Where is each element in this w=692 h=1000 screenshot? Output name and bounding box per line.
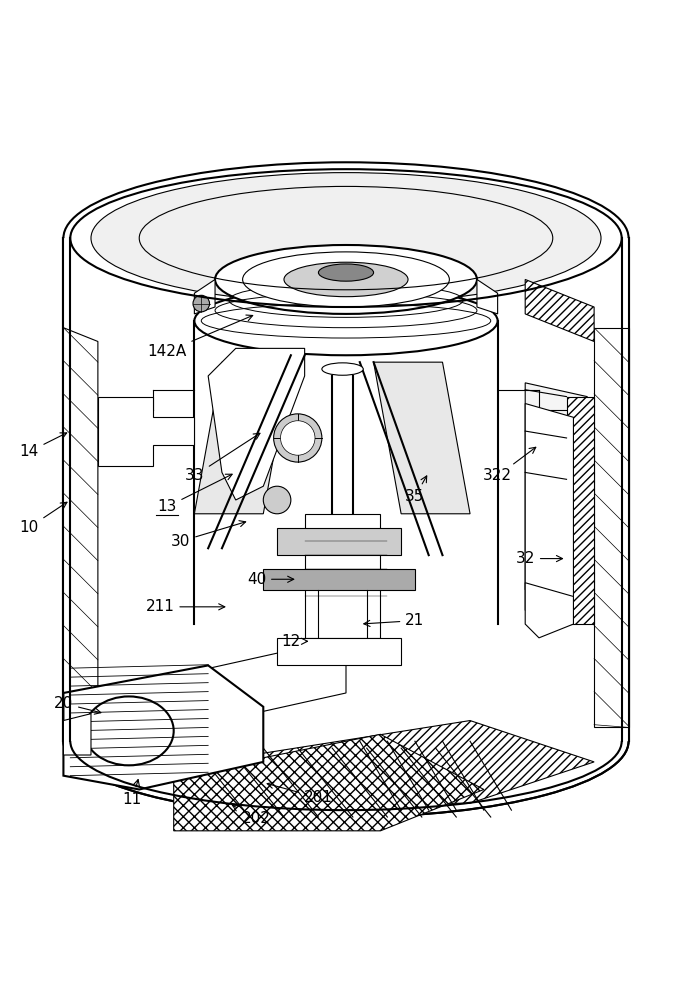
Polygon shape: [263, 569, 415, 590]
Polygon shape: [594, 328, 628, 727]
Polygon shape: [98, 397, 194, 466]
Text: 20: 20: [54, 696, 101, 714]
Polygon shape: [194, 362, 291, 514]
Polygon shape: [374, 362, 470, 514]
Polygon shape: [64, 238, 628, 817]
Polygon shape: [525, 583, 574, 638]
Polygon shape: [194, 279, 215, 314]
Text: 142A: 142A: [147, 315, 253, 359]
Polygon shape: [525, 383, 588, 624]
Ellipse shape: [318, 264, 374, 281]
Text: 35: 35: [406, 476, 427, 504]
Polygon shape: [208, 348, 304, 500]
Text: 21: 21: [364, 613, 425, 628]
Ellipse shape: [194, 286, 498, 355]
Ellipse shape: [91, 173, 601, 304]
Polygon shape: [64, 328, 98, 741]
Text: 33: 33: [185, 433, 260, 483]
Text: 202: 202: [233, 805, 271, 826]
Circle shape: [280, 421, 315, 455]
Polygon shape: [277, 528, 401, 555]
Polygon shape: [98, 638, 346, 748]
Text: 322: 322: [483, 447, 536, 483]
Polygon shape: [567, 397, 594, 624]
Text: 13: 13: [157, 474, 232, 514]
Ellipse shape: [64, 665, 628, 817]
Text: 32: 32: [516, 551, 563, 566]
Text: 30: 30: [171, 521, 246, 549]
Text: 12: 12: [281, 634, 307, 649]
Text: 14: 14: [19, 433, 66, 459]
Ellipse shape: [284, 262, 408, 297]
Ellipse shape: [215, 245, 477, 314]
Polygon shape: [525, 279, 594, 341]
Circle shape: [193, 295, 210, 312]
Ellipse shape: [322, 363, 363, 375]
Ellipse shape: [64, 162, 628, 314]
Polygon shape: [304, 514, 381, 638]
Polygon shape: [174, 734, 484, 831]
Polygon shape: [208, 721, 594, 803]
Text: 211: 211: [145, 599, 225, 614]
Text: 10: 10: [19, 502, 67, 535]
Polygon shape: [277, 638, 401, 665]
Circle shape: [263, 486, 291, 514]
Polygon shape: [64, 665, 263, 789]
Circle shape: [273, 414, 322, 462]
Text: 40: 40: [247, 572, 293, 587]
Polygon shape: [64, 714, 91, 755]
Ellipse shape: [243, 252, 449, 307]
Text: 11: 11: [122, 780, 142, 807]
Polygon shape: [477, 279, 498, 314]
Text: 201: 201: [267, 782, 333, 805]
Polygon shape: [525, 404, 574, 603]
